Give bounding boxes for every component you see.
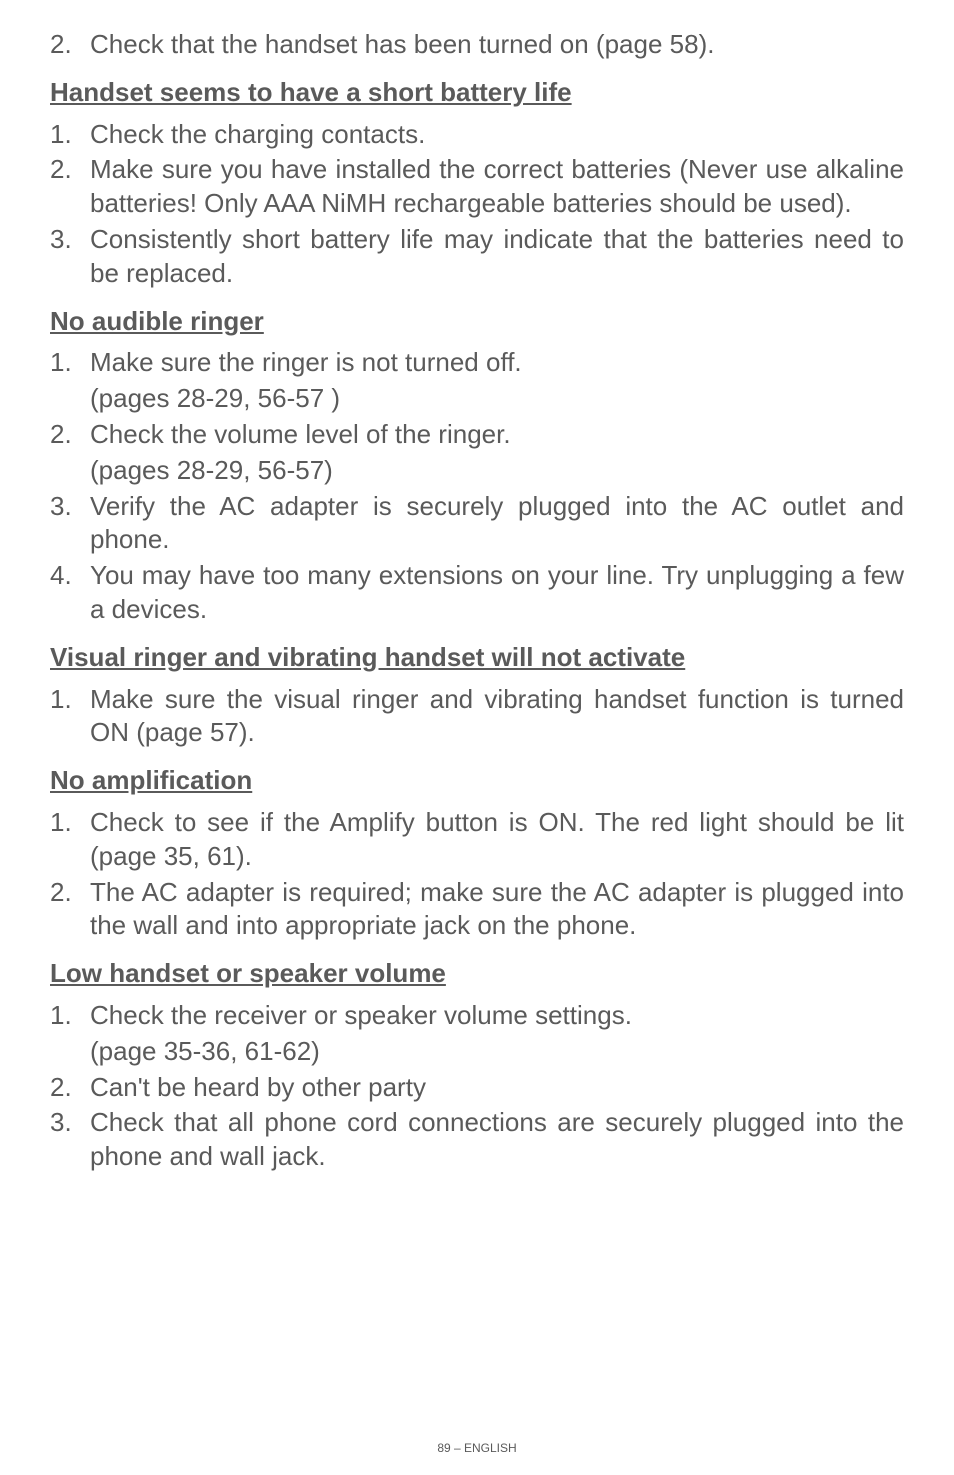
item-text: Check to see if the Amplify button is ON… [90, 807, 904, 871]
section-heading: Handset seems to have a short battery li… [50, 76, 904, 110]
list-item: 2.Can't be heard by other party [50, 1071, 904, 1105]
list-item: 1.Check the charging contacts. [50, 118, 904, 152]
item-number: 3. [50, 1106, 90, 1140]
item-number: 1. [50, 683, 90, 717]
item-number: 1. [50, 346, 90, 380]
item-number: 2. [50, 418, 90, 452]
item-text: Check the charging contacts. [90, 119, 425, 149]
list-item: 2.Check that the handset has been turned… [50, 28, 904, 62]
item-number: 4. [50, 559, 90, 593]
item-number: 1. [50, 999, 90, 1033]
list-item: 1.Make sure the ringer is not turned off… [50, 346, 904, 380]
section-heading: No audible ringer [50, 305, 904, 339]
item-text: Make sure you have installed the correct… [90, 154, 904, 218]
item-text: The AC adapter is required; make sure th… [90, 877, 904, 941]
item-text: Can't be heard by other party [90, 1072, 426, 1102]
list-item: 3.Check that all phone cord connections … [50, 1106, 904, 1174]
list-item: 3.Verify the AC adapter is securely plug… [50, 490, 904, 558]
item-text: You may have too many extensions on your… [90, 560, 904, 624]
section-list: 1.Make sure the visual ringer and vibrat… [50, 683, 904, 751]
item-text: Consistently short battery life may indi… [90, 224, 904, 288]
item-number: 3. [50, 223, 90, 257]
list-item: 1.Check the receiver or speaker volume s… [50, 999, 904, 1033]
section-list: 1.Check to see if the Amplify button is … [50, 806, 904, 943]
list-item: 2.The AC adapter is required; make sure … [50, 876, 904, 944]
item-number: 1. [50, 118, 90, 152]
item-text: Check the volume level of the ringer. [90, 419, 511, 449]
item-number: 1. [50, 806, 90, 840]
item-text: Check that all phone cord connections ar… [90, 1107, 904, 1171]
item-text: Make sure the visual ringer and vibratin… [90, 684, 904, 748]
item-number: 2. [50, 1071, 90, 1105]
section-heading: No amplification [50, 764, 904, 798]
item-number: 3. [50, 490, 90, 524]
item-number: 2. [50, 28, 90, 62]
list-item: 2.Make sure you have installed the corre… [50, 153, 904, 221]
item-subtext: (page 35-36, 61-62) [50, 1035, 904, 1069]
section-list: 1.Check the receiver or speaker volume s… [50, 999, 904, 1174]
list-item: 3.Consistently short battery life may in… [50, 223, 904, 291]
item-text: Check that the handset has been turned o… [90, 29, 714, 59]
item-text: Verify the AC adapter is securely plugge… [90, 491, 904, 555]
section-list: 1.Make sure the ringer is not turned off… [50, 346, 904, 626]
section-list: 1.Check the charging contacts. 2.Make su… [50, 118, 904, 291]
item-number: 2. [50, 876, 90, 910]
section-heading: Visual ringer and vibrating handset will… [50, 641, 904, 675]
list-item: 2.Check the volume level of the ringer. [50, 418, 904, 452]
item-number: 2. [50, 153, 90, 187]
list-item: 1.Check to see if the Amplify button is … [50, 806, 904, 874]
intro-list: 2.Check that the handset has been turned… [50, 28, 904, 62]
item-text: Make sure the ringer is not turned off. [90, 347, 522, 377]
section-heading: Low handset or speaker volume [50, 957, 904, 991]
item-subtext: (pages 28-29, 56-57) [50, 454, 904, 488]
page-footer: 89 – ENGLISH [0, 1441, 954, 1455]
item-subtext: (pages 28-29, 56-57 ) [50, 382, 904, 416]
document-body: 2.Check that the handset has been turned… [50, 28, 904, 1174]
item-text: Check the receiver or speaker volume set… [90, 1000, 632, 1030]
list-item: 1.Make sure the visual ringer and vibrat… [50, 683, 904, 751]
list-item: 4.You may have too many extensions on yo… [50, 559, 904, 627]
